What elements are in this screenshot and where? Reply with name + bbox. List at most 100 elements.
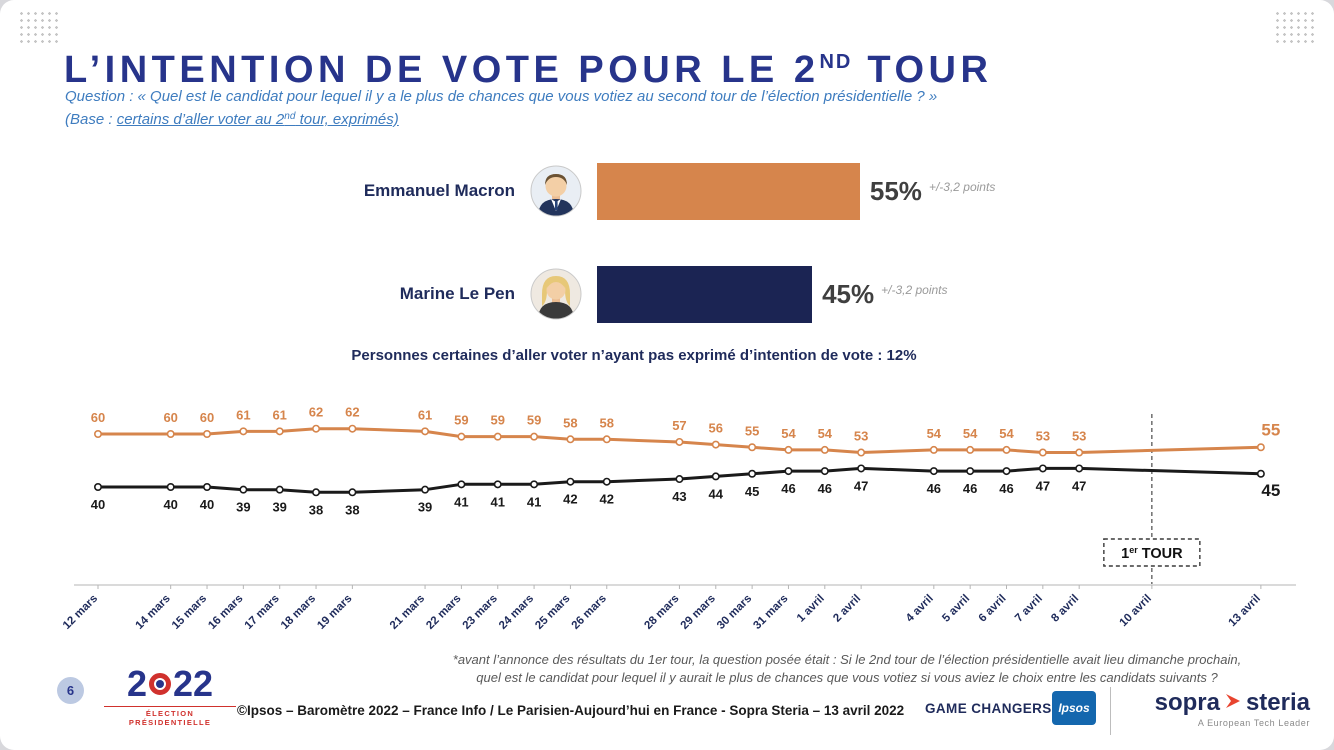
data-point bbox=[675, 437, 684, 446]
value-label: 61 bbox=[272, 407, 286, 422]
date-label: 29 mars bbox=[679, 593, 718, 632]
date-label: 17 mars bbox=[243, 593, 282, 632]
candidate-name-lepen: Marine Le Pen bbox=[399, 284, 515, 303]
date-label: 31 mars bbox=[751, 593, 790, 632]
data-point bbox=[166, 429, 175, 438]
value-label: 58 bbox=[563, 415, 577, 430]
lepen-margin: +/-3,2 points bbox=[881, 283, 948, 297]
first-round-label: 1er TOUR bbox=[1121, 545, 1183, 562]
value-label: 54 bbox=[781, 426, 796, 441]
date-label: 1 avril bbox=[795, 593, 827, 625]
lepen-bar bbox=[597, 265, 813, 323]
value-label: 39 bbox=[236, 500, 250, 515]
data-point bbox=[1038, 464, 1047, 473]
value-label: 59 bbox=[527, 413, 541, 428]
data-point bbox=[275, 427, 284, 436]
value-label: 54 bbox=[963, 426, 978, 441]
value-label: 54 bbox=[999, 426, 1014, 441]
value-label: 39 bbox=[418, 500, 432, 515]
date-label: 2 avril bbox=[831, 593, 863, 625]
date-label: 16 mars bbox=[206, 593, 245, 632]
data-point bbox=[966, 445, 975, 454]
data-point bbox=[93, 429, 102, 438]
data-point bbox=[348, 488, 357, 497]
value-label: 53 bbox=[1072, 429, 1086, 444]
sopra-tagline: A European Tech Leader bbox=[1197, 718, 1310, 728]
sopra-steria-icon bbox=[1224, 690, 1242, 716]
value-label: 44 bbox=[709, 486, 724, 501]
value-label: 57 bbox=[672, 418, 686, 433]
value-label: 54 bbox=[927, 426, 942, 441]
value-label: 45 bbox=[1261, 481, 1280, 500]
data-point bbox=[1256, 443, 1265, 452]
data-point bbox=[1075, 464, 1084, 473]
ipsos-logo: Ipsos bbox=[1052, 691, 1096, 725]
value-label: 42 bbox=[600, 492, 614, 507]
data-point bbox=[820, 467, 829, 476]
macron-bar bbox=[597, 162, 860, 220]
value-label: 59 bbox=[491, 413, 505, 428]
page-title: L’INTENTION DE VOTE POUR LE 2ND TOUR bbox=[64, 49, 993, 92]
logo-subtitle: ÉLECTION PRÉSIDENTIELLE bbox=[104, 706, 236, 727]
date-label: 21 mars bbox=[388, 593, 427, 632]
data-point bbox=[457, 480, 466, 489]
value-label: 61 bbox=[418, 407, 432, 422]
data-point bbox=[966, 467, 975, 476]
data-point bbox=[493, 432, 502, 441]
data-point bbox=[493, 480, 502, 489]
data-point bbox=[784, 445, 793, 454]
data-point bbox=[1038, 448, 1047, 457]
value-label: 46 bbox=[963, 481, 977, 496]
question-text: Question : « Quel est le candidat pour l… bbox=[65, 88, 938, 105]
first-round-box bbox=[1103, 538, 1201, 567]
value-label: 55 bbox=[745, 423, 759, 438]
value-label: 42 bbox=[563, 492, 577, 507]
macron-percent: 55% bbox=[869, 175, 922, 206]
value-label: 60 bbox=[91, 410, 105, 425]
date-label: 30 mars bbox=[715, 593, 754, 632]
data-point bbox=[166, 483, 175, 492]
data-point bbox=[748, 443, 757, 452]
data-point bbox=[929, 445, 938, 454]
sopra-steria-logo: sopra steria A European Tech Leader bbox=[1124, 690, 1310, 729]
data-point bbox=[348, 424, 357, 433]
value-label: 45 bbox=[745, 484, 759, 499]
value-label: 46 bbox=[927, 481, 941, 496]
value-label: 41 bbox=[527, 494, 541, 509]
date-label: 22 mars bbox=[424, 593, 463, 632]
data-point bbox=[421, 485, 430, 494]
date-label: 25 mars bbox=[533, 593, 572, 632]
value-label: 58 bbox=[600, 415, 614, 430]
election-2022-logo: 2 22 ÉLECTION PRÉSIDENTIELLE bbox=[104, 664, 236, 727]
value-label: 53 bbox=[854, 429, 868, 444]
value-label: 61 bbox=[236, 407, 250, 422]
data-point bbox=[820, 445, 829, 454]
date-label: 23 mars bbox=[461, 593, 500, 632]
date-label: 10 avril bbox=[1117, 593, 1154, 630]
date-label: 8 avril bbox=[1049, 593, 1081, 625]
avatar-wrap bbox=[515, 165, 597, 217]
date-label: 24 mars bbox=[497, 593, 536, 632]
data-point bbox=[929, 467, 938, 476]
avatar-wrap bbox=[515, 268, 597, 320]
data-point bbox=[748, 469, 757, 478]
date-label: 6 avril bbox=[977, 593, 1009, 625]
value-label: 46 bbox=[781, 481, 795, 496]
copyright-line: ©Ipsos – Baromètre 2022 – France Info / … bbox=[237, 703, 905, 718]
value-label: 60 bbox=[200, 410, 214, 425]
date-label: 5 avril bbox=[940, 593, 972, 625]
data-point bbox=[203, 429, 212, 438]
data-point bbox=[457, 432, 466, 441]
value-label: 56 bbox=[709, 421, 723, 436]
date-label: 4 avril bbox=[904, 593, 936, 625]
value-label: 62 bbox=[345, 405, 359, 420]
data-point bbox=[711, 440, 720, 449]
data-point bbox=[711, 472, 720, 481]
date-label: 19 mars bbox=[315, 593, 354, 632]
value-label: 41 bbox=[491, 494, 505, 509]
data-point bbox=[857, 448, 866, 457]
value-label: 53 bbox=[1036, 429, 1050, 444]
game-changers-label: GAME CHANGERS bbox=[925, 701, 1052, 716]
value-label: 47 bbox=[1072, 478, 1086, 493]
